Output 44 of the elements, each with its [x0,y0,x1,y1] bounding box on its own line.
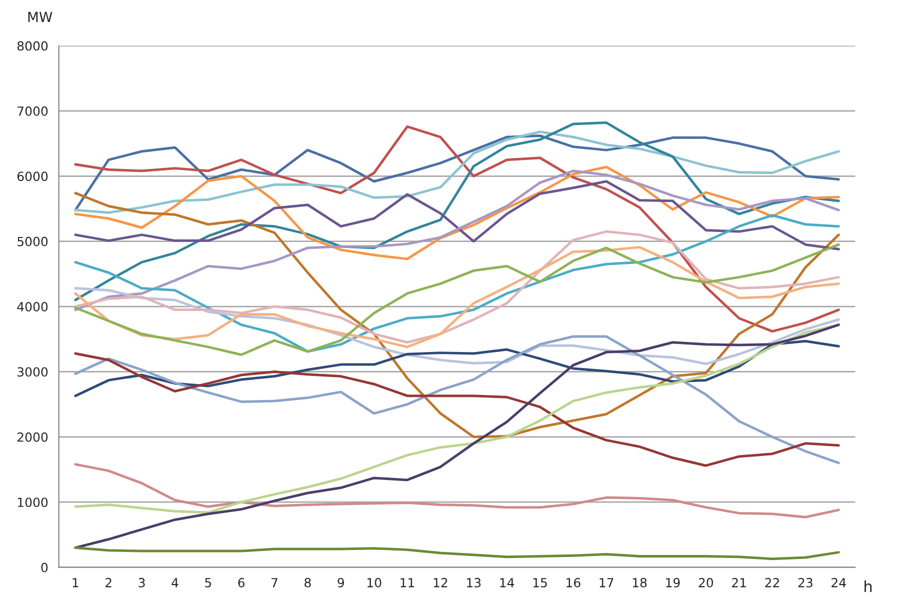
y-tick-label: 0 [41,562,48,572]
x-tick-label: 11 [400,578,414,588]
line-series [74,324,840,549]
y-tick-label: 4000 [17,302,48,312]
x-tick-label: 12 [434,578,448,588]
x-tick-label: 14 [500,578,514,588]
x-tick-label: 21 [732,578,746,588]
line-series [74,170,840,312]
x-tick-label: 3 [138,578,145,588]
x-tick-label: 18 [632,578,647,588]
y-tick-label: 7000 [18,106,48,116]
line-series [74,180,840,250]
y-axis-title: MW [28,12,52,22]
y-tick-label: 1000 [18,498,48,508]
line-series [74,546,840,560]
x-axis-title: h [864,580,872,592]
line-series [74,230,840,344]
x-tick-label: 6 [238,578,245,588]
x-tick-label: 19 [666,578,680,588]
line-series [74,166,840,260]
x-tick-label: 7 [272,578,278,588]
y-tick-label: 5000 [18,236,48,246]
x-tick-label: 24 [832,578,846,588]
x-tick-label: 1 [72,578,78,588]
x-tick-label: 4 [172,578,178,588]
y-tick-label: 3000 [18,367,48,377]
x-tick-label: 5 [205,578,212,588]
x-tick-label: 15 [533,578,547,588]
x-tick-label: 20 [698,578,714,588]
x-tick-label: 8 [304,578,311,588]
x-tick-label: 10 [367,578,382,588]
x-tick-label: 22 [765,578,779,588]
y-tick-label: 2000 [18,432,48,442]
x-tick-label: 23 [798,578,812,588]
y-tick-label: 8000 [17,41,48,51]
x-tick-label: 16 [566,578,580,588]
x-tick-label: 2 [106,578,112,588]
line-series [74,463,840,518]
x-tick-label: 13 [467,578,481,588]
x-tick-label: 17 [600,578,614,588]
y-tick-label: 6000 [17,172,48,182]
line-series [74,125,840,333]
x-tick-label: 9 [338,578,344,588]
line-series [74,214,840,353]
